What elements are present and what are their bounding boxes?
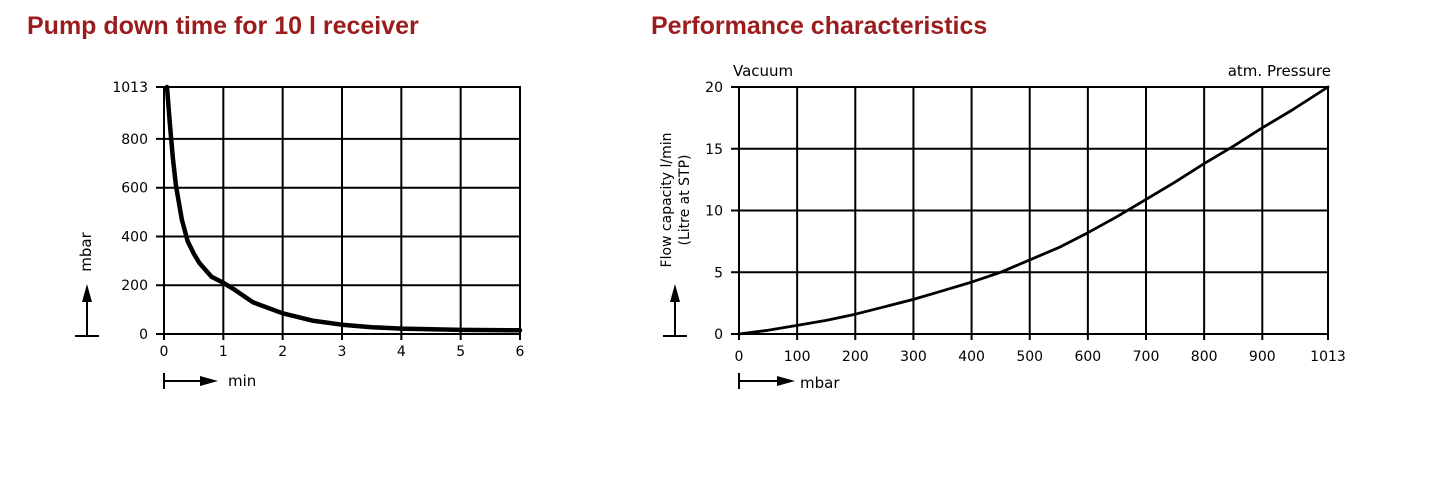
x-tick-label: 3 — [338, 344, 347, 360]
x-tick-label: 1013 — [1310, 349, 1346, 365]
y-tick-label: 5 — [714, 265, 723, 281]
y-axis-label-sub: (Litre at STP) — [677, 154, 693, 245]
y-arrow-head — [82, 284, 92, 302]
performance-chart: 0 100 200 300 400 500 600 700 800 900 1013 0 5 10 15 20… — [659, 62, 1346, 392]
x-tick-label: 0 — [160, 344, 169, 360]
x-tick-label: 900 — [1249, 349, 1276, 365]
series-line — [737, 85, 1330, 336]
x-tick-label: 0 — [735, 349, 744, 365]
x-tick-label: 100 — [784, 349, 811, 365]
x-tick-label: 5 — [456, 344, 465, 360]
chart-title-performance: Performance characteristics — [651, 12, 988, 40]
x-tick-label: 800 — [1191, 349, 1218, 365]
x-tick-label: 300 — [900, 349, 927, 365]
pump-down-chart: 0 1 2 3 4 5 6 0 200 400 600 800 1013 min mbar — [75, 80, 525, 390]
y-tick-label: 15 — [705, 142, 723, 158]
x-axis-label: min — [228, 372, 256, 390]
x-tick-label: 1 — [219, 344, 228, 360]
chart-title-pump-down: Pump down time for 10 l receiver — [27, 12, 419, 40]
plot-frame — [163, 86, 521, 335]
x-tick-label: 700 — [1133, 349, 1160, 365]
x-tick-label: 2 — [278, 344, 287, 360]
x-tick-label: 400 — [958, 349, 985, 365]
x-tick-label: 200 — [842, 349, 869, 365]
x-tick-label: 6 — [516, 344, 525, 360]
annotation-atm-pressure: atm. Pressure — [1228, 62, 1331, 80]
y-tick-label: 1013 — [112, 80, 148, 96]
y-tick-label: 0 — [139, 327, 148, 343]
y-tick-label: 20 — [705, 80, 723, 96]
x-tick-label: 4 — [397, 344, 406, 360]
y-tick-label: 10 — [705, 204, 723, 220]
y-tick-label: 600 — [121, 181, 148, 197]
x-tick-label: 600 — [1074, 349, 1101, 365]
y-tick-label: 400 — [121, 229, 148, 245]
plot-frame — [738, 86, 1329, 335]
annotation-vacuum: Vacuum — [733, 62, 793, 80]
y-tick-label: 200 — [121, 278, 148, 294]
y-axis-label: Flow capacity l/min — [659, 133, 675, 268]
y-arrow-head — [670, 284, 680, 302]
series-line — [164, 84, 523, 333]
x-arrow-head — [777, 376, 795, 386]
y-axis-label: mbar — [77, 231, 95, 271]
x-tick-label: 500 — [1016, 349, 1043, 365]
x-axis-label: mbar — [800, 374, 840, 392]
x-arrow-head — [200, 376, 218, 386]
y-tick-label: 0 — [714, 327, 723, 343]
y-tick-label: 800 — [121, 132, 148, 148]
